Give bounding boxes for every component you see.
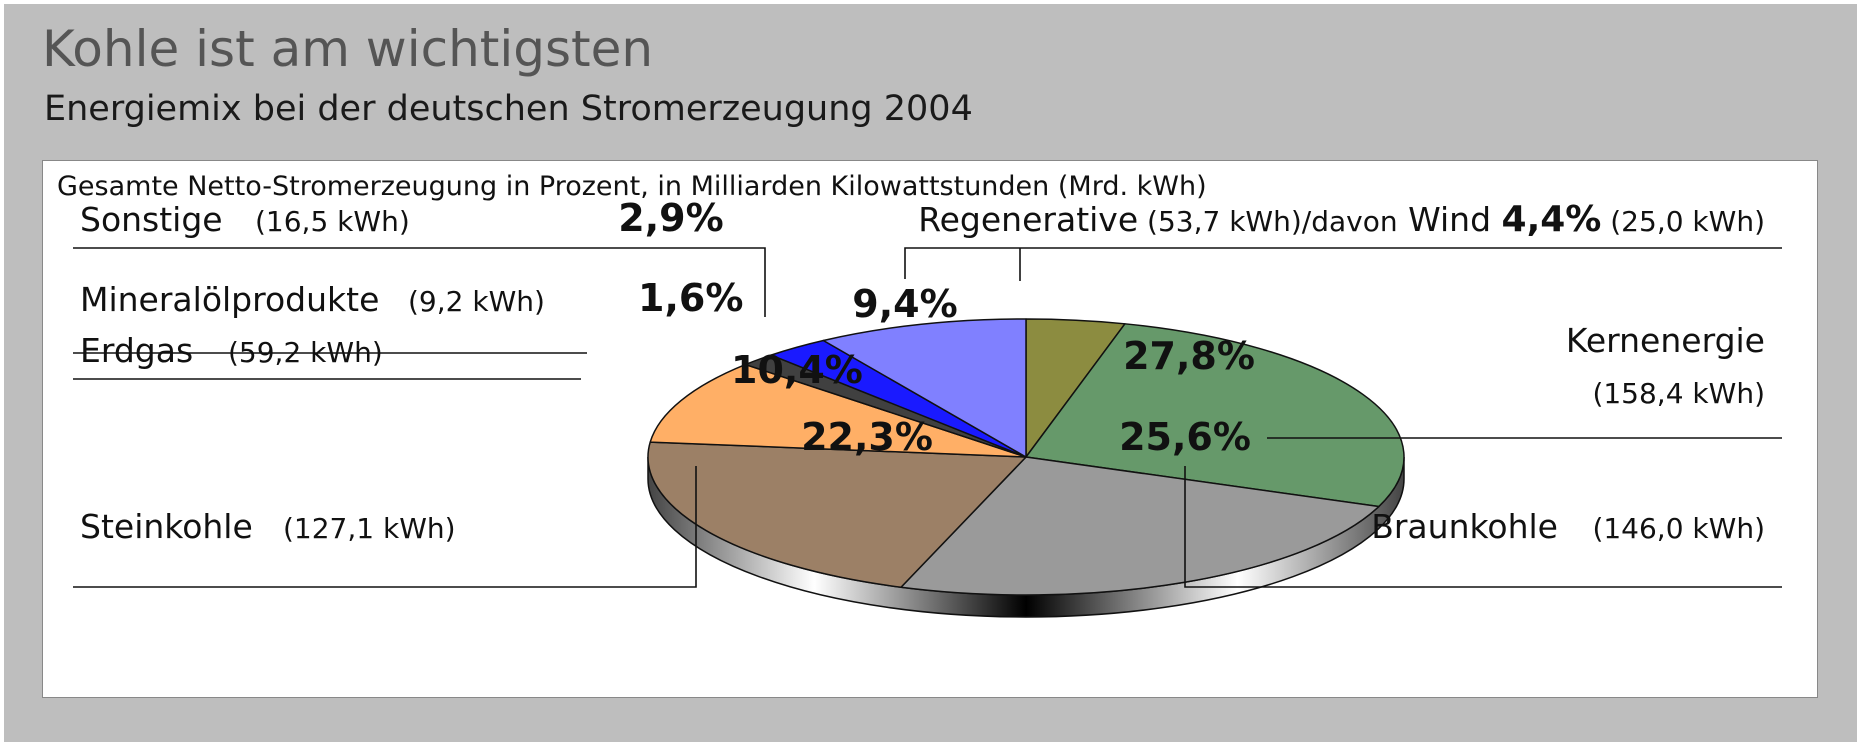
pie-chart: Gesamte Netto-Stromerzeugung in Prozent,… bbox=[57, 171, 1782, 618]
chart-subtitle: Energiemix bei der deutschen Stromerzeug… bbox=[44, 89, 973, 129]
label-pct-mineraloel: 1,6% bbox=[638, 276, 743, 320]
label-name-kernenergie: Kernenergie bbox=[1566, 321, 1765, 360]
slice-regenerative bbox=[822, 318, 1027, 458]
label-pct-kernenergie: 27,8% bbox=[1123, 334, 1255, 378]
pie-slices bbox=[647, 318, 1405, 596]
label-pct-erdgas: 10,4% bbox=[731, 348, 863, 392]
label-pct-sonstige: 2,9% bbox=[618, 196, 723, 240]
label-regenerative-wind: Regenerative (53,7 kWh)/davon Wind 4,4% … bbox=[918, 199, 1765, 240]
label-name-regenerative: Regenerative bbox=[918, 200, 1138, 239]
label-name-steinkohle: Steinkohle bbox=[80, 507, 253, 546]
label-pct-steinkohle: 22,3% bbox=[801, 415, 933, 459]
slice-steinkohle bbox=[647, 441, 1027, 588]
label-pct-braunkohle: 25,6% bbox=[1119, 415, 1251, 459]
leader-lines bbox=[73, 247, 1782, 588]
label-amount-wind: (25,0 kWh) bbox=[1601, 205, 1765, 238]
label-amount-kernenergie: (158,4 kWh) bbox=[1592, 377, 1765, 410]
chart-title: Kohle ist am wichtigsten bbox=[42, 20, 654, 78]
chart-description: Gesamte Netto-Stromerzeugung in Prozent,… bbox=[57, 171, 1207, 202]
label-amount-braunkohle: (146,0 kWh) bbox=[1592, 512, 1765, 545]
slice-kernenergie bbox=[1025, 323, 1405, 508]
label-amount-regenerative: (53,7 kWh)/davon bbox=[1138, 205, 1397, 238]
leader-steinkohle bbox=[73, 466, 697, 588]
label-amount-sonstige: (16,5 kWh) bbox=[255, 205, 410, 238]
label-name-braunkohle: Braunkohle bbox=[1371, 507, 1558, 546]
label-amount-erdgas: (59,2 kWh) bbox=[228, 336, 383, 369]
leader-braunkohle bbox=[1184, 466, 1782, 588]
label-name-sonstige: Sonstige bbox=[80, 200, 223, 239]
label-amount-steinkohle: (127,1 kWh) bbox=[283, 512, 456, 545]
label-pct-regenerative: 9,4% bbox=[852, 282, 957, 326]
label-name-wind: Wind bbox=[1398, 200, 1502, 239]
chart-panel: Gesamte Netto-Stromerzeugung in Prozent,… bbox=[42, 160, 1818, 698]
leader-sonstige bbox=[73, 247, 766, 317]
slice-erdgas bbox=[649, 363, 1027, 458]
slice-labels: 27,8% 25,6% 22,3% 10,4% 9,4% 2,9% 1,6% Sonstige… bbox=[80, 196, 1765, 546]
label-name-erdgas: Erdgas bbox=[80, 331, 193, 370]
label-amount-mineraloel: (9,2 kWh) bbox=[408, 285, 545, 318]
label-name-mineraloel: Mineralölprodukte bbox=[80, 280, 379, 319]
leader-regenerative bbox=[904, 247, 1782, 279]
label-pct-wind: 4,4% bbox=[1502, 199, 1602, 240]
